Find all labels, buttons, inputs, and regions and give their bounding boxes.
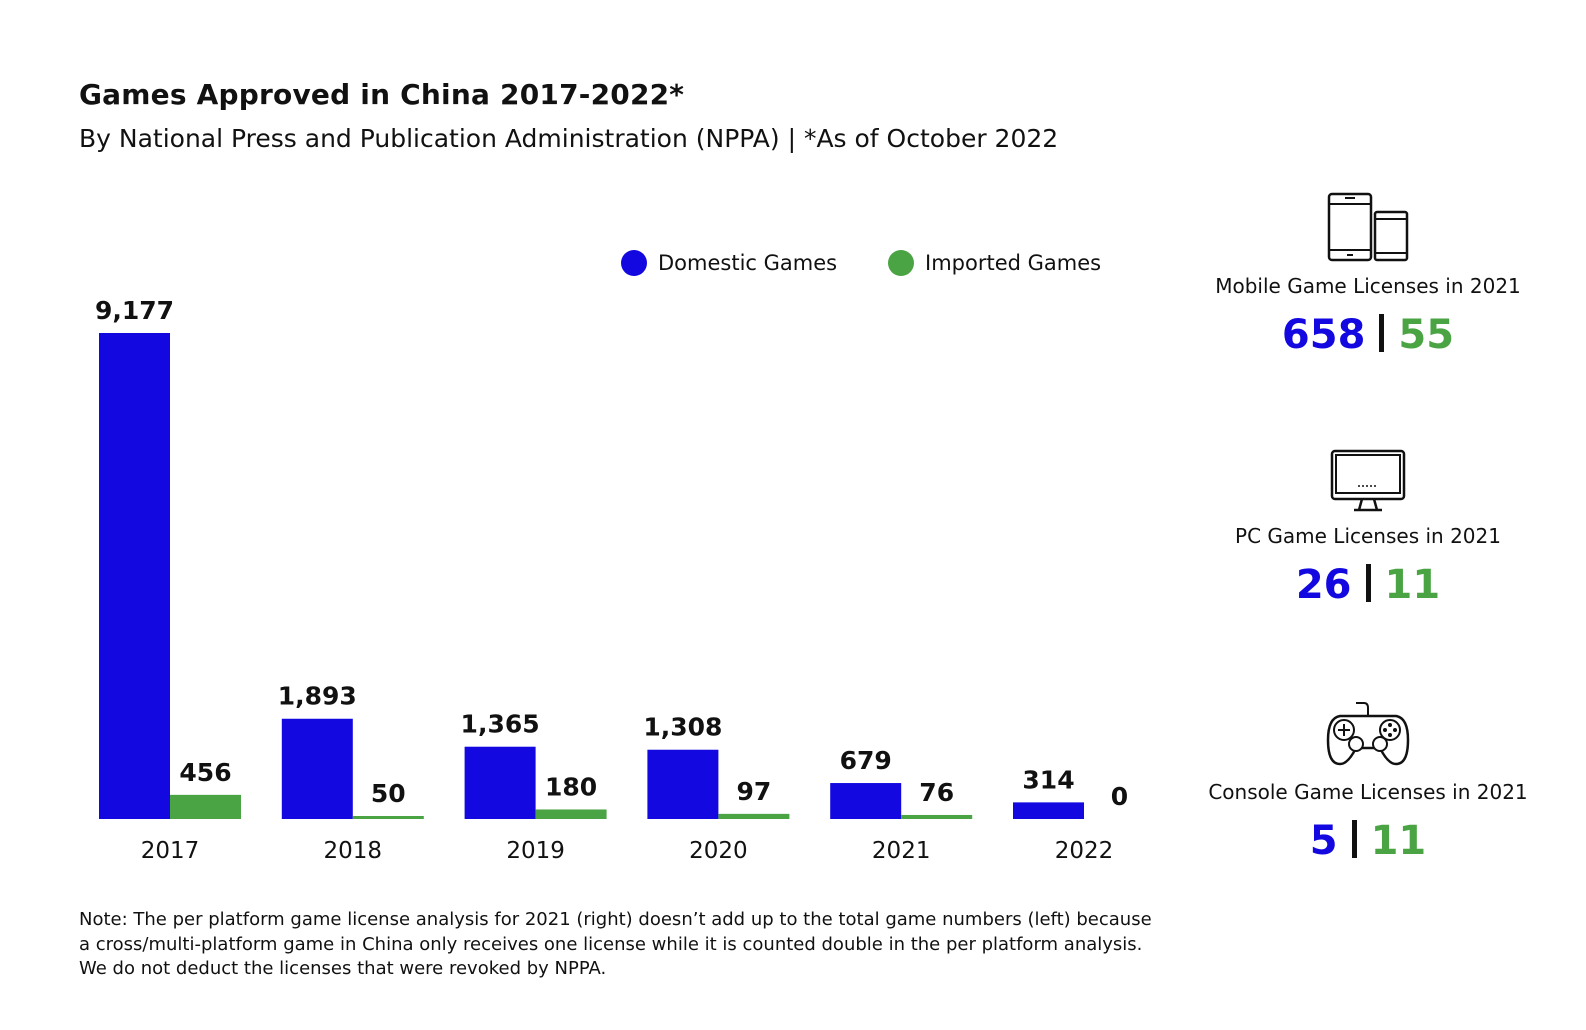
panel-values: 26 11 [1190,562,1546,608]
x-tick-label: 2021 [872,838,931,864]
x-tick-label: 2018 [324,838,383,864]
panel-label: Console Game Licenses in 2021 [1208,780,1528,804]
legend-label-domestic: Domestic Games [658,251,838,275]
bar-domestic-2018 [281,718,353,819]
data-label: 0 [1111,782,1128,811]
panel-values: 5 11 [1190,818,1546,864]
divider [1365,564,1371,602]
panel-pc: PC Game Licenses in 2021 26 11 [1190,448,1546,608]
data-label: 180 [545,772,597,801]
divider [1379,314,1385,352]
footnote-line: Note: The per platform game license anal… [79,909,1152,930]
data-label: 1,308 [643,713,722,742]
legend-imported: Imported Games [888,250,1101,276]
data-label: 97 [737,777,772,806]
footnote-line: We do not deduct the licenses that were … [79,958,607,979]
x-tick-label: 2020 [689,838,748,864]
data-label: 679 [840,746,892,775]
bar-chart: 9,177 456 2017 1,893 50 2018 1,365 180 2019 1,308… [95,296,1128,864]
bar-domestic-2022 [1013,802,1084,819]
legend-label-imported: Imported Games [925,251,1102,275]
data-label: 314 [1022,765,1074,794]
divider [1351,820,1357,858]
x-tick-label: 2017 [141,838,200,864]
bar-imported-2021 [901,814,973,819]
bar-domestic-2019 [464,746,536,819]
data-label: 1,365 [461,710,540,739]
bar-domestic-2021 [830,783,902,819]
desktop-monitor-icon [1330,449,1406,512]
bar-imported-2018 [352,816,424,819]
chart-title: Games Approved in China 2017-2022* [79,78,685,111]
gamepad-icon [1326,702,1410,766]
bar-imported-2019 [535,809,607,819]
data-label: 76 [919,778,954,807]
domestic-count: 658 [1281,312,1366,358]
mobile-devices-icon [1327,192,1409,262]
bar-imported-2020 [718,813,790,819]
panel-console: Console Game Licenses in 2021 5 11 [1190,700,1546,864]
x-tick-label: 2022 [1055,838,1114,864]
legend-swatch-imported [888,250,914,276]
data-label: 9,177 [95,296,174,325]
x-tick-label: 2019 [506,838,565,864]
bar-domestic-2020 [647,749,719,819]
bar-domestic-2017 [99,333,170,819]
data-label: 1,893 [278,682,357,711]
bar-imported-2017 [170,794,241,819]
footnote: Note: The per platform game license anal… [79,908,1152,982]
domestic-count: 26 [1295,562,1352,608]
imported-count: 11 [1384,562,1441,608]
data-label: 456 [179,758,231,787]
imported-count: 55 [1398,312,1455,358]
panel-mobile: Mobile Game Licenses in 2021 658 55 [1190,192,1546,358]
footnote-line: a cross/multi-platform game in China onl… [79,933,1143,955]
imported-count: 11 [1370,818,1427,864]
chart-subtitle: By National Press and Publication Admini… [79,124,1059,153]
data-label: 50 [371,779,406,808]
domestic-count: 5 [1309,818,1338,864]
legend-swatch-domestic [621,250,647,276]
panel-values: 658 55 [1190,312,1546,358]
panel-label: Mobile Game Licenses in 2021 [1215,274,1521,298]
panel-label: PC Game Licenses in 2021 [1235,524,1501,548]
legend-domestic: Domestic Games [621,250,837,276]
